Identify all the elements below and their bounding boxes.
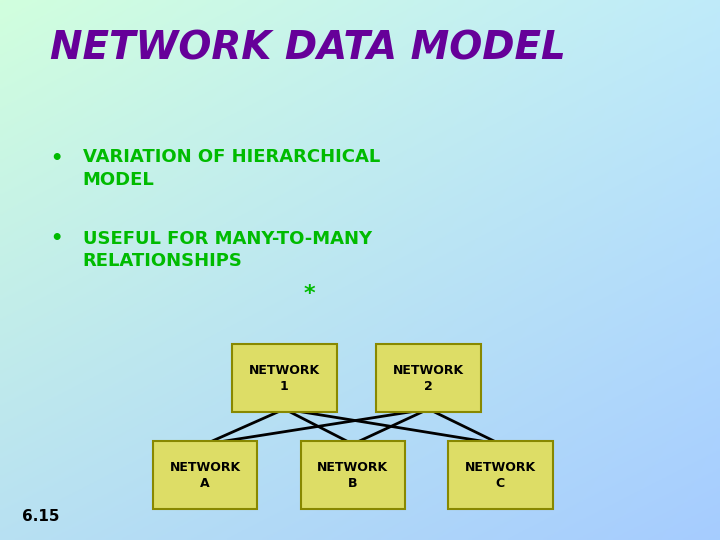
Text: VARIATION OF HIERARCHICAL
MODEL: VARIATION OF HIERARCHICAL MODEL [83,148,380,188]
Text: NETWORK
1: NETWORK 1 [249,363,320,393]
FancyBboxPatch shape [153,442,258,509]
Text: NETWORK
A: NETWORK A [170,461,240,490]
Text: •: • [50,230,63,248]
FancyBboxPatch shape [376,345,481,411]
Text: *: * [304,284,315,305]
FancyBboxPatch shape [232,345,337,411]
Text: •: • [50,148,63,167]
FancyBboxPatch shape [448,442,553,509]
Text: NETWORK
C: NETWORK C [465,461,536,490]
Text: NETWORK DATA MODEL: NETWORK DATA MODEL [50,30,566,68]
Text: USEFUL FOR MANY-TO-MANY
RELATIONSHIPS: USEFUL FOR MANY-TO-MANY RELATIONSHIPS [83,230,372,269]
Text: NETWORK
B: NETWORK B [318,461,388,490]
Text: NETWORK
2: NETWORK 2 [393,363,464,393]
Text: 6.15: 6.15 [22,509,59,524]
FancyBboxPatch shape [301,442,405,509]
